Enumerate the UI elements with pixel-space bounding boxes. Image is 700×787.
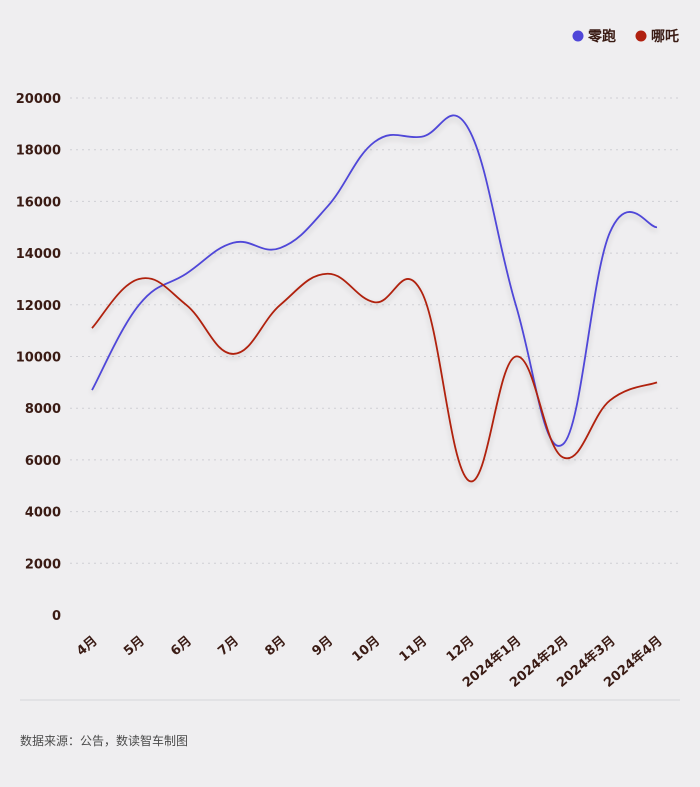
x-tick-label: 7月 — [215, 634, 242, 660]
y-axis: 0 2000 4000 6000 8000 10000 12000 14000 16000 180… — [16, 92, 61, 624]
legend-marker — [572, 30, 584, 42]
y-tick-label: 18000 — [16, 144, 61, 159]
x-tick-label: 6月 — [168, 634, 195, 660]
y-tick-label: 16000 — [16, 195, 61, 210]
source-note: 数据来源：公告，数读智车制图 — [20, 734, 189, 748]
legend-marker — [635, 30, 647, 42]
x-tick-label: 12月 — [444, 634, 477, 665]
y-tick-label: 10000 — [16, 351, 61, 366]
series-line-2 — [91, 272, 658, 483]
x-tick-label: 4月 — [74, 634, 101, 660]
legend-label: 零跑 — [587, 28, 616, 45]
y-tick-label: 8000 — [25, 402, 61, 417]
legend-label: 哪吒 — [651, 29, 679, 45]
series-line-1 — [91, 114, 658, 447]
y-tick-label: 0 — [52, 609, 61, 624]
x-tick-label: 10月 — [350, 634, 383, 665]
y-tick-label: 14000 — [16, 247, 61, 262]
x-tick-label: 8月 — [262, 634, 289, 660]
legend: 零跑 哪吒 — [572, 28, 679, 45]
series-layer — [91, 114, 658, 483]
y-tick-label: 6000 — [25, 454, 61, 469]
x-tick-label: 5月 — [121, 634, 148, 660]
y-tick-label: 12000 — [16, 299, 61, 314]
x-tick-label: 9月 — [309, 634, 336, 660]
x-axis: 4月 5月 6月 7月 8月 9月 10月 11月 12月2024年1月2024年2月2024年… — [74, 633, 666, 691]
x-tick-label: 11月 — [397, 634, 430, 665]
y-tick-label: 20000 — [16, 92, 61, 107]
y-tick-label: 2000 — [25, 557, 61, 572]
y-tick-label: 4000 — [25, 506, 61, 521]
